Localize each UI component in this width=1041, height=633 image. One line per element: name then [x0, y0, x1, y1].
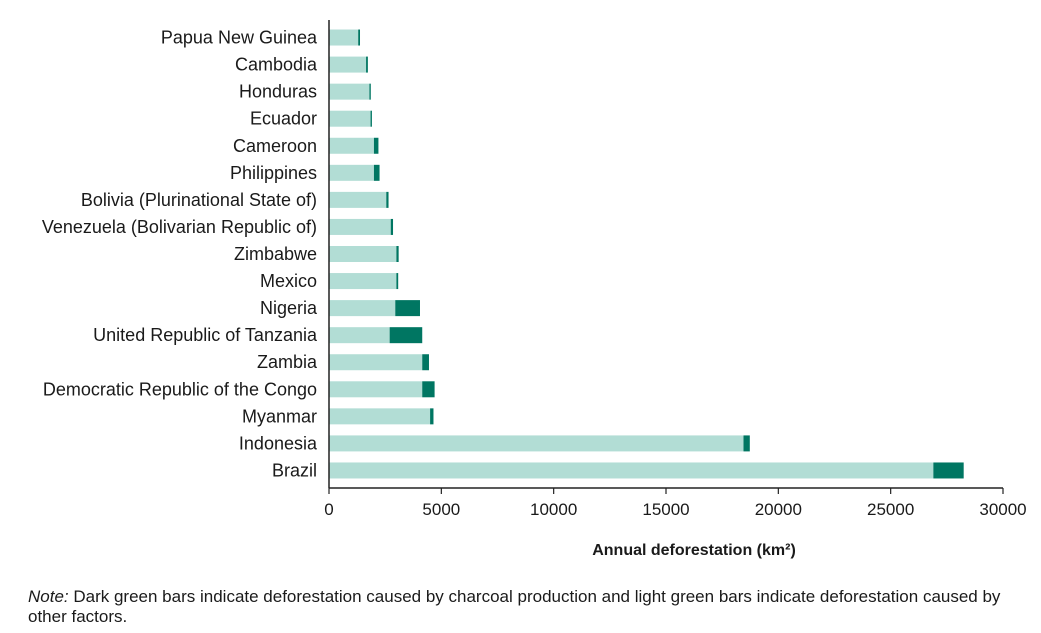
- note-lead: Note:: [28, 587, 69, 606]
- bar-charcoal-indonesia: [743, 435, 750, 452]
- bar-other-zimbabwe: [329, 246, 397, 262]
- bar-other-myanmar: [329, 408, 431, 425]
- category-label-zambia: Zambia: [257, 352, 318, 372]
- category-label-venezuela-bolivarian-republic-of: Venezuela (Bolivarian Republic of): [42, 217, 317, 237]
- bar-charcoal-philippines: [373, 164, 380, 181]
- note-text: Dark green bars indicate deforestation c…: [28, 587, 1001, 626]
- x-axis-title: Annual deforestation (km²): [592, 542, 796, 559]
- bar-charcoal-zambia: [422, 354, 429, 371]
- bar-other-zambia: [329, 354, 423, 371]
- bar-charcoal-honduras: [369, 83, 371, 100]
- category-label-democratic-republic-of-the-congo: Democratic Republic of the Congo: [43, 379, 317, 399]
- bar-other-united-republic-of-tanzania: [329, 327, 390, 344]
- bar-other-democratic-republic-of-the-congo: [329, 381, 423, 398]
- bar-other-papua-new-guinea: [329, 29, 359, 46]
- x-tick-label: 30000: [979, 500, 1026, 519]
- bar-other-indonesia: [329, 435, 744, 452]
- bar-other-brazil: [329, 462, 934, 479]
- x-tick-label: 15000: [642, 500, 689, 519]
- bar-charcoal-ecuador: [370, 110, 372, 127]
- bar-charcoal-venezuela-bolivarian-republic-of: [390, 218, 394, 235]
- category-label-papua-new-guinea: Papua New Guinea: [161, 28, 318, 48]
- category-label-honduras: Honduras: [239, 82, 317, 102]
- bar-other-venezuela-bolivarian-republic-of: [329, 218, 391, 235]
- bar-charcoal-myanmar: [430, 408, 434, 425]
- category-label-bolivia-plurinational-state-of: Bolivia (Plurinational State of): [81, 190, 317, 210]
- category-label-philippines: Philippines: [230, 163, 317, 183]
- bar-charcoal-mexico: [396, 273, 399, 290]
- bar-other-nigeria: [329, 300, 396, 317]
- bar-charcoal-united-republic-of-tanzania: [389, 327, 423, 344]
- category-label-indonesia: Indonesia: [239, 433, 318, 453]
- category-label-nigeria: Nigeria: [260, 298, 318, 318]
- bar-chart: Papua New Guinea Cambodia Honduras Ecuador C…: [42, 20, 1027, 559]
- bar-charcoal-bolivia-plurinational-state-of: [386, 191, 389, 208]
- category-label-brazil: Brazil: [272, 460, 317, 480]
- bar-other-mexico: [329, 273, 397, 290]
- bar-other-honduras: [329, 83, 370, 100]
- bar-charcoal-nigeria: [395, 300, 420, 317]
- category-label-united-republic-of-tanzania: United Republic of Tanzania: [93, 325, 318, 345]
- x-tick-label: 20000: [755, 500, 802, 519]
- x-tick-label: 10000: [530, 500, 577, 519]
- category-label-myanmar: Myanmar: [242, 406, 317, 426]
- category-label-mexico: Mexico: [260, 271, 317, 291]
- bar-other-cambodia: [329, 56, 367, 73]
- footnote: Note: Dark green bars indicate deforesta…: [28, 587, 1028, 627]
- bar-other-bolivia-plurinational-state-of: [329, 191, 387, 208]
- bar-charcoal-democratic-republic-of-the-congo: [422, 381, 435, 398]
- bar-charcoal-cambodia: [366, 56, 368, 73]
- x-tick-label: 25000: [867, 500, 914, 519]
- bar-other-ecuador: [329, 110, 371, 127]
- bar-other-cameroon: [329, 137, 374, 154]
- category-label-zimbabwe: Zimbabwe: [234, 244, 317, 264]
- category-label-cambodia: Cambodia: [235, 55, 318, 75]
- category-label-cameroon: Cameroon: [233, 136, 317, 156]
- x-tick-label: 5000: [422, 500, 460, 519]
- x-tick-label: 0: [324, 500, 333, 519]
- bar-charcoal-zimbabwe: [396, 246, 399, 262]
- bars-group: [329, 29, 964, 479]
- bar-charcoal-cameroon: [373, 137, 379, 154]
- category-label-ecuador: Ecuador: [250, 109, 317, 129]
- x-axis-ticks: 0 5000 10000 15000 20000 25000 30000: [324, 488, 1027, 519]
- category-labels: Papua New Guinea Cambodia Honduras Ecuador C…: [42, 28, 318, 481]
- bar-other-philippines: [329, 164, 374, 181]
- bar-charcoal-brazil: [933, 462, 964, 479]
- bar-charcoal-papua-new-guinea: [358, 29, 361, 46]
